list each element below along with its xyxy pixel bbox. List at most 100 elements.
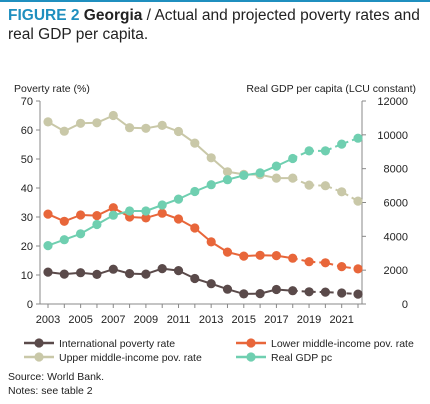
data-point <box>157 120 167 130</box>
data-point <box>108 264 118 274</box>
title-separator: / <box>142 7 155 24</box>
data-point <box>304 257 314 267</box>
data-point <box>190 138 200 148</box>
left-tick-label: 50 <box>21 154 33 166</box>
data-point <box>288 286 298 296</box>
data-point <box>255 168 265 178</box>
data-point <box>76 118 86 128</box>
data-point <box>288 153 298 164</box>
data-point <box>304 180 314 190</box>
data-point <box>173 194 184 204</box>
data-point <box>59 269 69 279</box>
data-point <box>337 262 347 272</box>
left-tick-label: 20 <box>21 241 33 253</box>
data-point <box>206 237 216 247</box>
right-tick-label: 4000 <box>384 231 408 243</box>
data-point <box>206 153 216 163</box>
data-point <box>173 214 184 224</box>
data-point <box>141 206 151 216</box>
series-line <box>47 206 293 260</box>
data-point <box>206 180 216 190</box>
data-point <box>157 264 167 274</box>
data-point <box>76 210 86 220</box>
left-tick-label: 60 <box>21 125 33 137</box>
figure-title: FIGURE 2 Georgia / Actual and projected … <box>8 6 422 44</box>
series-line <box>47 267 293 295</box>
left-tick-label: 30 <box>21 212 33 224</box>
series-projection-line <box>292 289 359 296</box>
series-projection-line <box>292 257 359 270</box>
data-point <box>320 146 330 156</box>
data-point <box>43 267 53 277</box>
series-projection-line <box>292 137 359 160</box>
data-point <box>92 219 102 230</box>
data-point <box>157 208 167 218</box>
data-point <box>125 123 135 133</box>
data-point <box>173 266 184 276</box>
data-point <box>320 181 330 191</box>
x-tick-label: 2005 <box>68 314 92 326</box>
left-tick-label: 40 <box>21 183 33 195</box>
data-point <box>43 117 53 127</box>
data-point <box>353 196 363 206</box>
data-point <box>157 200 167 210</box>
data-point <box>108 210 118 220</box>
data-point <box>141 269 151 279</box>
data-point <box>353 133 363 143</box>
data-point <box>222 284 233 294</box>
legend-marker <box>246 352 256 362</box>
right-tick-label: 8000 <box>384 164 408 176</box>
data-point <box>337 288 347 298</box>
right-axis-label: Real GDP per capita (LCU constant) <box>246 83 416 95</box>
figure-number: FIGURE 2 <box>8 7 80 24</box>
legend-label: Real GDP pc <box>271 352 332 364</box>
data-point <box>59 126 69 136</box>
data-point <box>141 123 151 133</box>
data-point <box>255 289 265 299</box>
x-tick-label: 2009 <box>134 314 158 326</box>
chart-legend: International poverty rate Lower middle-i… <box>24 338 414 364</box>
data-point <box>288 173 298 183</box>
figure-country: Georgia <box>83 7 143 24</box>
data-point <box>255 250 265 260</box>
data-point <box>43 241 53 251</box>
data-point <box>125 206 135 216</box>
legend-label: International poverty rate <box>59 338 175 350</box>
x-tick-label: 2017 <box>264 314 288 326</box>
legend-marker <box>246 338 256 348</box>
data-point <box>92 269 102 279</box>
data-point <box>190 273 200 284</box>
x-tick-label: 2003 <box>36 314 60 326</box>
data-point <box>141 213 151 223</box>
data-point <box>222 247 233 257</box>
data-point <box>239 170 249 180</box>
data-point <box>59 235 69 245</box>
right-tick-label: 6000 <box>384 198 408 210</box>
data-point <box>353 264 363 274</box>
left-tick-label: 0 <box>27 299 33 311</box>
data-point <box>59 216 69 226</box>
data-point <box>320 287 330 297</box>
x-tick-label: 2015 <box>232 314 256 326</box>
data-point <box>353 289 363 299</box>
right-tick-label: 2000 <box>384 265 408 277</box>
left-axis-label: Poverty rate (%) <box>14 83 90 95</box>
left-tick-label: 10 <box>21 270 33 282</box>
data-point <box>271 251 281 261</box>
data-point <box>108 110 118 121</box>
left-tick-label: 70 <box>21 96 33 108</box>
legend-marker <box>34 338 44 348</box>
data-point <box>92 211 102 221</box>
source-note: Source: World Bank. <box>8 371 105 383</box>
legend-marker <box>34 352 44 362</box>
data-point <box>222 175 233 185</box>
data-point <box>271 173 281 183</box>
chart-series <box>43 110 363 299</box>
data-point <box>190 223 200 233</box>
notes-line: Notes: see table 2 <box>8 385 93 397</box>
right-tick-label: 0 <box>402 299 408 311</box>
series-projection-line <box>292 177 359 202</box>
data-point <box>271 284 281 295</box>
legend-label: Upper middle-income pov. rate <box>59 352 202 364</box>
